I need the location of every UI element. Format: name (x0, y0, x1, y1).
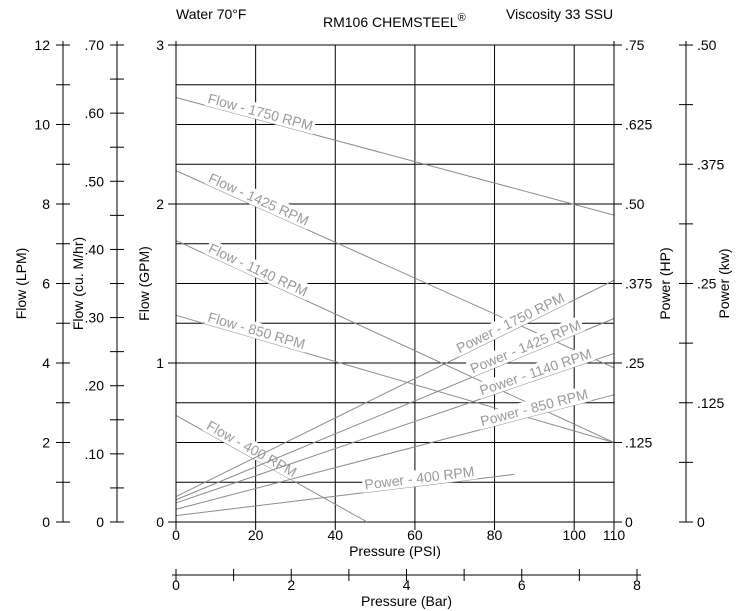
pressure-psi-tick-label: 0 (172, 527, 180, 543)
curve-label-background (204, 168, 314, 230)
curve-label-background (361, 462, 478, 493)
curve-label-flow-400-rpm: Flow - 400 RPM (204, 417, 299, 480)
pressure-bar-tick-label: 4 (403, 577, 411, 593)
pressure-bar-axis-title: Pressure (Bar) (361, 593, 452, 609)
curve-label-flow-850-rpm: Flow - 850 RPM (206, 309, 307, 352)
flow-gpm-tick-label: 0 (156, 514, 164, 530)
flow-cum-hr-tick-label: .50 (85, 173, 105, 189)
curve-label-background (204, 239, 313, 301)
pressure-psi-tick-label: 100 (563, 527, 587, 543)
power-kw-tick-label: .125 (697, 395, 724, 411)
flow-cum-hr-axis-title: Flow (cu. M/hr) (70, 237, 86, 330)
power-kw-tick-label: .375 (697, 156, 724, 172)
curve-label-background (451, 288, 569, 357)
flow-cum-hr-tick-label: .10 (85, 446, 105, 462)
flow-gpm-tick-label: 3 (156, 37, 164, 53)
flow-cum-hr-tick-label: .60 (85, 105, 105, 121)
pressure-bar-tick-label: 6 (518, 577, 526, 593)
pressure-psi-axis-title: Pressure (PSI) (349, 543, 441, 559)
curve-label-flow-1425-rpm: Flow - 1425 RPM (206, 170, 311, 229)
pressure-psi-tick-label: 60 (407, 527, 423, 543)
chart-title-mark: ® (458, 12, 466, 24)
power-hp-tick-label: .25 (625, 355, 645, 371)
pressure-bar-tick-label: 2 (287, 577, 295, 593)
curve-layer: Flow - 1750 RPM Flow - 1425 RPM Flow - 114… (175, 89, 615, 523)
pressure-psi-tick-label: 40 (327, 527, 343, 543)
flow-gpm-tick-label: 2 (156, 196, 164, 212)
flow-lpm-tick-label: 10 (34, 117, 50, 133)
pressure-psi-tick-label: 20 (248, 527, 264, 543)
flow-lpm-axis-title: Flow (LPM) (13, 248, 29, 320)
pressure-psi-tick-label: 110 (603, 527, 626, 543)
curve-label-flow-1140-rpm: Flow - 1140 RPM (206, 240, 310, 299)
pressure-bar-tick-label: 8 (633, 577, 641, 593)
power-hp-tick-label: .625 (625, 117, 652, 133)
power-kw-tick-label: 0 (697, 514, 705, 530)
power-hp-tick-label: .75 (625, 37, 645, 53)
header-left: Water 70°F (176, 6, 246, 22)
power-hp-tick-label: 0 (625, 514, 633, 530)
flow-lpm-tick-label: 4 (42, 355, 50, 371)
flow-gpm-axis-title: Flow (GPM) (136, 246, 152, 321)
flow-cum-hr-tick-label: .20 (85, 378, 105, 394)
power-hp-tick-label: .375 (625, 276, 652, 292)
flow-cum-hr-tick-label: .40 (85, 241, 105, 257)
flow-lpm-tick-label: 0 (42, 514, 50, 530)
curve-label-background (202, 416, 302, 481)
flow-lpm-tick-label: 2 (42, 435, 50, 451)
header-right: Viscosity 33 SSU (506, 6, 613, 22)
pressure-psi-tick-label: 80 (487, 527, 503, 543)
flow-gpm-tick-label: 1 (156, 355, 164, 371)
curve-power-400-rpm (175, 473, 515, 517)
flow-lpm-tick-label: 6 (42, 276, 50, 292)
curve-label-power-400-rpm: Power - 400 RPM (364, 463, 476, 492)
chart-title: RM106 CHEMSTEEL® (323, 12, 466, 30)
pressure-bar-tick-label: 0 (172, 577, 180, 593)
curve-label-background (475, 344, 596, 399)
flow-cum-hr-tick-label: .30 (85, 310, 105, 326)
curve-power-1750-rpm (175, 279, 615, 498)
curve-flow-1750-rpm (175, 96, 615, 216)
chart-title-text: RM106 CHEMSTEEL (323, 14, 458, 30)
curve-power-1425-rpm (175, 318, 615, 501)
flow-lpm-tick-label: 8 (42, 196, 50, 212)
power-hp-tick-label: .50 (625, 196, 645, 212)
power-hp-axis-title: Power (HP) (657, 247, 673, 319)
curve-label-background (465, 315, 585, 378)
power-hp-tick-label: .125 (625, 435, 652, 451)
power-kw-axis-title: Power (kw) (716, 248, 732, 318)
power-kw-tick-label: .25 (697, 276, 717, 292)
flow-lpm-tick-label: 12 (34, 37, 50, 53)
flow-cum-hr-tick-label: 0 (96, 514, 104, 530)
curve-label-background (204, 308, 309, 353)
curve-label-background (204, 89, 317, 135)
flow-cum-hr-tick-label: .70 (85, 37, 105, 53)
curve-label-background (476, 385, 592, 430)
power-kw-tick-label: .50 (697, 37, 717, 53)
curve-label-flow-1750-rpm: Flow - 1750 RPM (206, 90, 315, 134)
